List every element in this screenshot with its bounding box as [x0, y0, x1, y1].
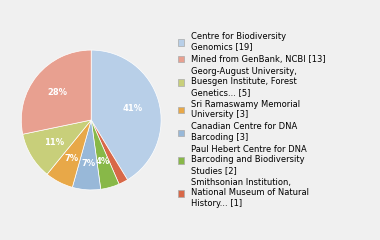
Text: 28%: 28%: [48, 88, 68, 97]
Wedge shape: [91, 120, 128, 184]
Text: 4%: 4%: [96, 157, 110, 166]
Wedge shape: [21, 50, 91, 134]
Text: 11%: 11%: [44, 138, 64, 147]
Wedge shape: [91, 120, 119, 189]
Text: 7%: 7%: [81, 159, 95, 168]
Legend: Centre for Biodiversity
Genomics [19], Mined from GenBank, NCBI [13], Georg-Augu: Centre for Biodiversity Genomics [19], M…: [177, 32, 326, 208]
Text: 41%: 41%: [123, 104, 143, 113]
Wedge shape: [91, 50, 161, 180]
Wedge shape: [23, 120, 91, 174]
Wedge shape: [47, 120, 91, 187]
Wedge shape: [72, 120, 101, 190]
Text: 7%: 7%: [64, 154, 78, 163]
